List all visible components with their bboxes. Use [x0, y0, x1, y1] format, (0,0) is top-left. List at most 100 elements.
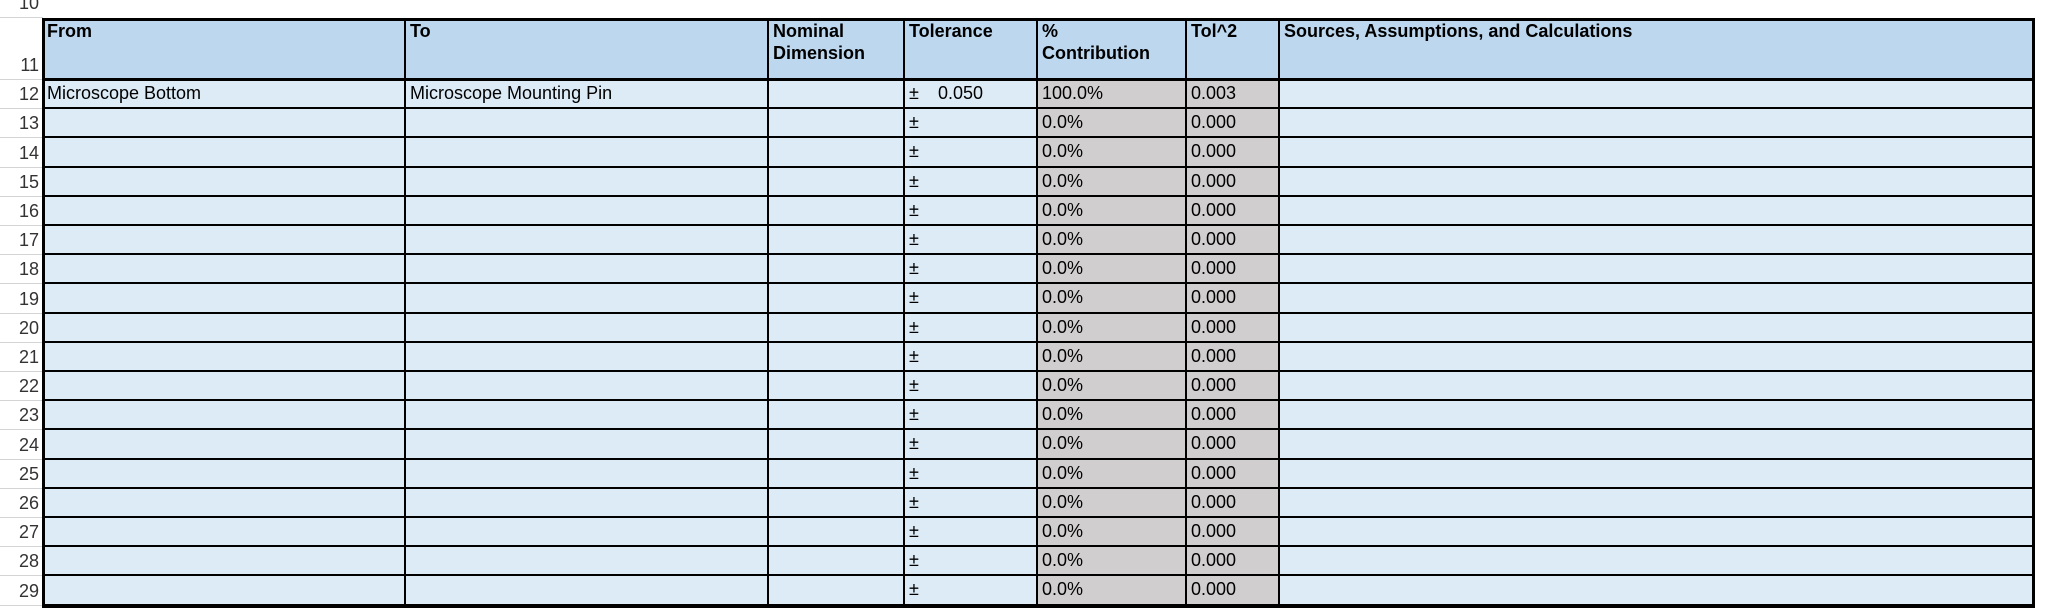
cell-text: 100.0% [1042, 83, 1104, 103]
cell [43, 342, 406, 372]
cell: ± [905, 518, 1038, 548]
cell: Microscope Mounting Pin [406, 80, 769, 110]
row-number: 29 [0, 576, 43, 606]
cell [406, 167, 769, 197]
cell [43, 284, 406, 314]
cell-text: 0.0% [1042, 433, 1084, 454]
cell [1280, 80, 2035, 110]
cell: 0.0% [1038, 518, 1187, 548]
tolerance-sign: ± [909, 579, 919, 600]
tolerance-sign: ± [909, 550, 919, 571]
cell-text: 0.0% [1042, 141, 1084, 162]
cell: 0.000 [1187, 459, 1280, 489]
cell [1280, 547, 2035, 577]
cell: ± [905, 138, 1038, 168]
cell: 0.003 [1187, 80, 1280, 110]
row-number-text: 12 [18, 84, 39, 105]
cell-text: 0.000 [1191, 550, 1237, 571]
cell-text: 0.0% [1042, 521, 1084, 541]
cell: ± [905, 284, 1038, 314]
cell: 0.000 [1187, 576, 1280, 606]
cell [406, 547, 769, 577]
cell [1280, 576, 2035, 606]
cell: 0.000 [1187, 109, 1280, 139]
row-number-text: 17 [18, 230, 39, 251]
cell-text: 0.000 [1191, 462, 1237, 483]
cell [1280, 196, 2035, 226]
cell [406, 488, 769, 518]
cell [1280, 255, 2035, 285]
cell: 0.0% [1038, 372, 1187, 402]
tolerance-sign: ± [909, 141, 919, 162]
row-number-text: 23 [18, 405, 39, 426]
row-number: 14 [0, 138, 43, 168]
cell: ± [905, 342, 1038, 372]
cell: 0.000 [1187, 196, 1280, 226]
cell-text: Microscope Mounting Pin [410, 83, 613, 103]
cell: 0.0% [1038, 488, 1187, 518]
cell [769, 284, 905, 314]
cell: 0.000 [1187, 255, 1280, 285]
cell: 0.0% [1038, 459, 1187, 489]
cell: 0.0% [1038, 576, 1187, 606]
tolerance-sign: ± [909, 170, 919, 191]
cell: 0.000 [1187, 518, 1280, 548]
cell [43, 138, 406, 168]
cell [406, 109, 769, 139]
cell-text: 0.000 [1191, 170, 1237, 191]
row-number-text: 22 [18, 376, 39, 397]
row-number: 16 [0, 196, 43, 226]
tolerance-sign: ± [909, 258, 919, 279]
cell [769, 226, 905, 256]
cell-text: 0.003 [1191, 83, 1237, 103]
row-number-text: 18 [18, 259, 39, 280]
row-number-text: 13 [18, 113, 39, 134]
cell [406, 196, 769, 226]
row-number-text: 27 [18, 522, 39, 543]
header-text: Tol^2 [1191, 21, 1238, 41]
cell [769, 576, 905, 606]
cell [769, 109, 905, 139]
cell-text: 0.0% [1042, 287, 1084, 308]
cell: ± [905, 255, 1038, 285]
row-number-text: 29 [18, 580, 39, 601]
cell-text: 0.000 [1191, 579, 1237, 600]
cell: 0.0% [1038, 109, 1187, 139]
tolerance-sign: ± [909, 433, 919, 454]
cell: ± [905, 430, 1038, 460]
cell [769, 196, 905, 226]
header-cell: Tol^2 [1187, 18, 1280, 80]
row-number: 26 [0, 488, 43, 518]
header-text: Sources, Assumptions, and Calculations [1284, 21, 1633, 41]
cell-text: 0.000 [1191, 141, 1237, 162]
cell [406, 401, 769, 431]
row-number-text: 28 [18, 551, 39, 572]
cell [406, 226, 769, 256]
cell [43, 313, 406, 343]
cell [43, 196, 406, 226]
header-text: Tolerance [909, 21, 993, 41]
cell [1280, 430, 2035, 460]
cell: ± [905, 372, 1038, 402]
cell [1280, 488, 2035, 518]
cell [769, 459, 905, 489]
tolerance-value: 0.050 [938, 83, 984, 103]
cell-text: 0.000 [1191, 199, 1237, 220]
cell-text: 0.000 [1191, 287, 1237, 308]
row-number: 18 [0, 255, 43, 285]
cell [43, 518, 406, 548]
cell [769, 313, 905, 343]
cell [43, 547, 406, 577]
cell-text: 0.0% [1042, 462, 1084, 483]
cell [1280, 284, 2035, 314]
cell: ± [905, 576, 1038, 606]
cell: 0.000 [1187, 226, 1280, 256]
cell-text: 0.0% [1042, 112, 1084, 133]
tolerance-sign: ± [909, 229, 919, 249]
cell [406, 459, 769, 489]
tolerance-sign: ± [909, 375, 919, 395]
cell-text: 0.0% [1042, 491, 1084, 512]
cell: 0.0% [1038, 284, 1187, 314]
row-number: 21 [0, 342, 43, 372]
